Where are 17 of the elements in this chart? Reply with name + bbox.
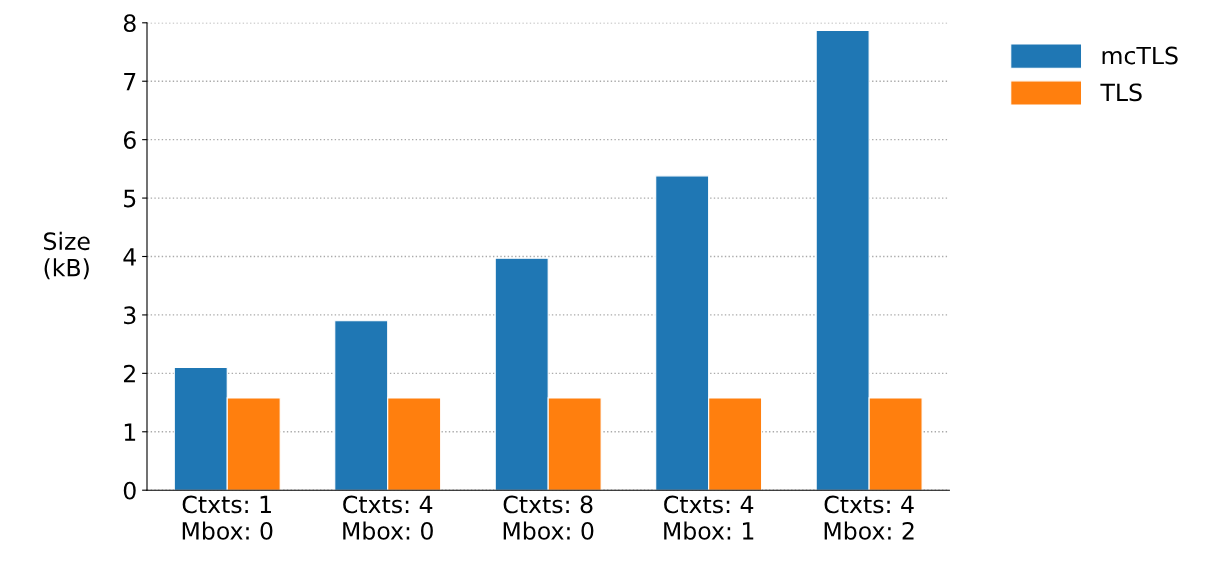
x-tick-label: Ctxts: 8 Mbox: 0 xyxy=(503,495,594,540)
y-tick-label: 0 xyxy=(123,481,136,500)
y-tick-label: 8 xyxy=(123,14,136,33)
y-axis-title: Size (kB) xyxy=(44,231,90,280)
legend-label: TLS xyxy=(1100,83,1142,102)
y-tick-label: 6 xyxy=(123,131,136,149)
y-tick-label: 2 xyxy=(123,364,135,383)
y-tick-label: 4 xyxy=(123,248,136,266)
x-tick-label: Ctxts: 4 Mbox: 1 xyxy=(664,495,754,540)
x-tick-label: Ctxts: 1 Mbox: 0 xyxy=(182,495,273,540)
y-tick-label: 1 xyxy=(124,423,136,441)
y-tick-label: 5 xyxy=(124,189,136,208)
y-tick-label: 3 xyxy=(124,306,136,325)
legend-label: mcTLS xyxy=(1102,46,1178,65)
y-tick-label: 7 xyxy=(124,72,136,91)
x-tick-label: Ctxts: 4 Mbox: 2 xyxy=(824,495,914,540)
x-tick-label: Ctxts: 4 Mbox: 0 xyxy=(343,495,433,540)
